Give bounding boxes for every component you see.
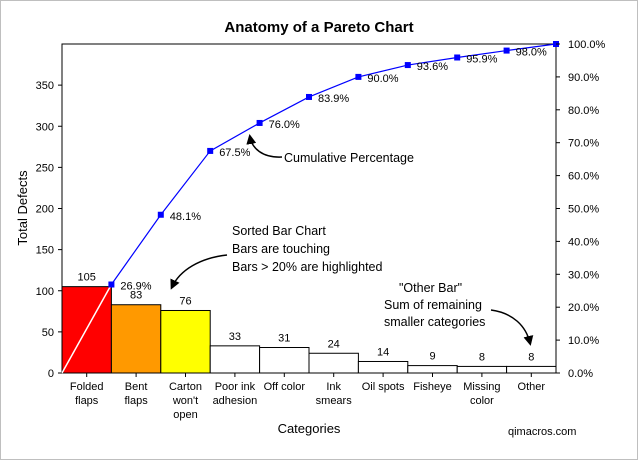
other-annotation-title: "Other Bar" (399, 281, 462, 295)
other-annotation-line2: smaller categories (384, 315, 485, 329)
bar (110, 304, 162, 374)
bar-value-label: 33 (229, 331, 241, 343)
bar (407, 365, 458, 374)
bar-value-label: 8 (479, 351, 485, 363)
y2-tick-label: 50.0% (568, 204, 599, 216)
x-tick-label: Ink (326, 381, 341, 393)
cumulative-label: 93.6% (417, 61, 448, 73)
x-tick-label: adhesion (213, 395, 258, 407)
y2-tick-label: 40.0% (568, 236, 599, 248)
x-tick-label: Oil spots (362, 381, 405, 393)
cumulative-point (157, 211, 164, 218)
cumulative-line (110, 43, 557, 285)
bar (209, 345, 261, 374)
bar (357, 360, 409, 374)
cumulative-point (306, 93, 312, 100)
bar (456, 365, 508, 374)
bar-value-label: 9 (429, 351, 435, 363)
x-tick-label: color (470, 395, 494, 407)
sorted-annotation-line1: Bars are touching (232, 242, 330, 256)
x-tick-label: flaps (75, 395, 99, 407)
cumulative-start-segment (61, 284, 113, 374)
bar-value-label: 8 (528, 351, 534, 363)
cumulative-arrow (246, 134, 283, 158)
x-tick-label: smears (316, 395, 353, 407)
y2-tick-label: 70.0% (568, 138, 599, 150)
y2-tick-label: 100.0% (568, 39, 606, 51)
cumulative-point (355, 73, 362, 80)
y-tick-label: 350 (36, 80, 54, 92)
y-tick-label: 50 (42, 327, 54, 339)
bar-value-label: 83 (130, 290, 142, 302)
x-tick-label: Poor ink (215, 381, 256, 393)
bar-value-label: 76 (179, 295, 191, 307)
cumulative-point (454, 54, 461, 61)
bar-value-label: 31 (278, 333, 290, 345)
x-tick-label: Folded (70, 381, 104, 393)
bar (308, 352, 359, 374)
x-tick-label: Missing (463, 381, 500, 393)
bar-value-label: 14 (377, 346, 389, 358)
cumulative-label: 90.0% (367, 73, 398, 85)
x-tick-label: Off color (264, 381, 306, 393)
cumulative-label: 76.0% (269, 119, 300, 131)
y-tick-label: 100 (36, 286, 54, 298)
y-axis-ticks: 0 50 100 150 200 250 300 350 (36, 80, 62, 380)
cumulative-point (207, 147, 214, 154)
cumulative-annotation: Cumulative Percentage (284, 151, 414, 165)
cumulative-label: 95.9% (466, 53, 497, 65)
bar-value-label: 24 (328, 338, 340, 350)
y2-tick-label: 10.0% (568, 335, 599, 347)
y-tick-label: 200 (36, 204, 54, 216)
y2-tick-label: 20.0% (568, 302, 599, 314)
chart-title: Anatomy of a Pareto Chart (224, 19, 413, 36)
cumulative-label: 26.9% (120, 280, 151, 292)
y2-tick-label: 30.0% (568, 269, 599, 281)
x-axis-ticks: Folded flaps Bent flaps Carton won't open Poor … (70, 373, 546, 421)
cumulative-start-line (61, 284, 113, 374)
sorted-annotation-line2: Bars > 20% are highlighted (232, 260, 382, 274)
y-tick-label: 150 (36, 245, 54, 257)
x-tick-label: flaps (124, 395, 148, 407)
x-tick-label: Other (518, 381, 546, 393)
y2-tick-label: 60.0% (568, 171, 599, 183)
cumulative-point (256, 119, 263, 126)
x-tick-label: won't (172, 395, 198, 407)
y-axis-label: Total Defects (15, 170, 30, 246)
x-tick-label: open (173, 409, 197, 421)
cumulative-point (108, 281, 115, 288)
y2-tick-label: 90.0% (568, 72, 599, 84)
cumulative-label: 48.1% (170, 211, 201, 223)
x-tick-label: Carton (169, 381, 202, 393)
cumulative-label: 98.0% (516, 47, 547, 59)
cumulative-label: 67.5% (219, 147, 250, 159)
y2-tick-label: 80.0% (568, 105, 599, 117)
sorted-annotation-title: Sorted Bar Chart (232, 224, 326, 238)
y-tick-label: 300 (36, 121, 54, 133)
credit-text: qimacros.com (508, 426, 576, 438)
other-annotation-line1: Sum of remaining (384, 298, 482, 312)
bar-value-labels: 105 83 76 33 31 24 14 9 8 8 (78, 272, 535, 364)
y-tick-label: 0 (48, 368, 54, 380)
x-tick-label: Fisheye (413, 381, 452, 393)
bar (160, 309, 211, 374)
x-tick-label: Bent (125, 381, 148, 393)
cumulative-point (404, 62, 411, 69)
cumulative-label: 83.9% (318, 93, 349, 105)
bar (259, 347, 310, 374)
sorted-arrow (170, 254, 228, 290)
other-arrow (490, 309, 534, 346)
y2-axis-ticks: 0.0% 10.0% 20.0% 30.0% 40.0% 50.0% 60.0% 70.0% 8… (556, 39, 606, 380)
x-axis-label: Categories (278, 421, 341, 436)
cumulative-line-group: 26.9% 48.1% 67.5% 76.0% 83.9% 90.0% 93.6% 95.9%… (108, 41, 559, 292)
cumulative-point (503, 47, 510, 54)
bar (506, 365, 557, 374)
bar-value-label: 105 (78, 272, 96, 284)
y2-tick-label: 0.0% (568, 368, 593, 380)
y-tick-label: 250 (36, 162, 54, 174)
